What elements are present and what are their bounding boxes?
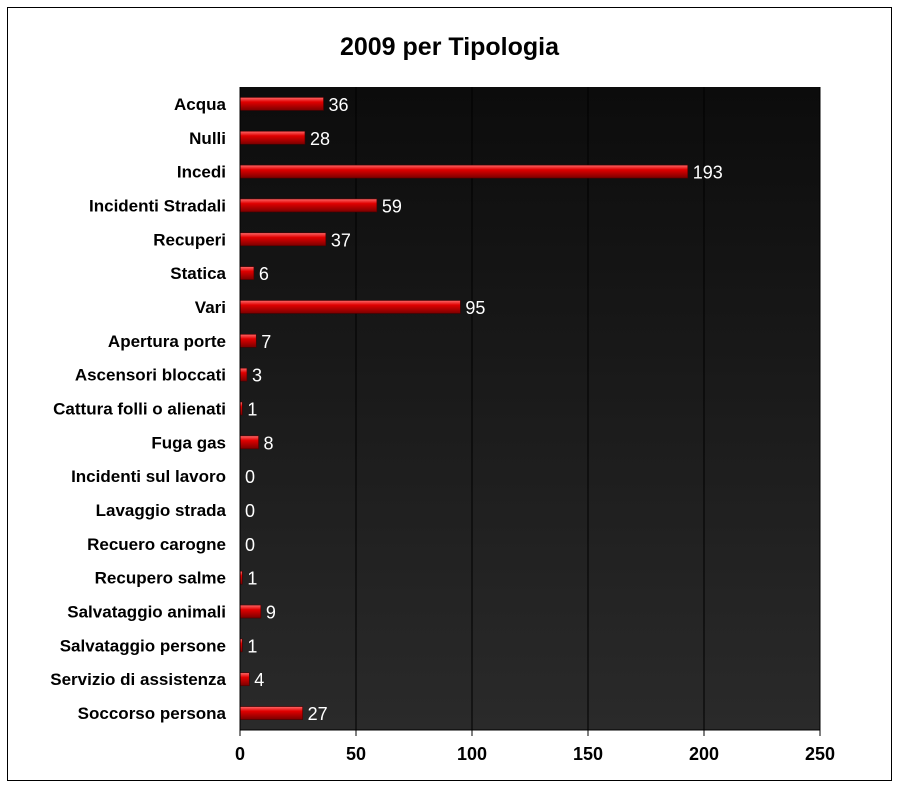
bar (239, 198, 378, 213)
bars (239, 97, 689, 720)
value-label: 7 (261, 332, 271, 352)
category-label: Fuga gas (151, 433, 226, 452)
x-tick-label: 50 (346, 744, 366, 764)
category-label: Servizio di assistenza (50, 670, 226, 689)
bar (239, 300, 461, 314)
x-tick-label: 100 (457, 744, 487, 764)
plot-area (240, 87, 820, 730)
category-labels: Acqua Nulli Incedi Incidenti Stradali Recupe… (50, 95, 226, 723)
value-label: 0 (245, 535, 255, 555)
chart-title: 2009 per Tipologia (339, 33, 560, 61)
category-label: Apertura porte (108, 332, 226, 351)
value-label: 28 (310, 129, 330, 149)
value-label: 37 (331, 230, 351, 250)
value-label: 27 (308, 704, 328, 724)
value-label: 59 (382, 196, 402, 216)
category-label: Salvataggio persone (60, 636, 226, 655)
value-label: 1 (247, 400, 257, 420)
bar (239, 435, 259, 450)
category-label: Incidenti sul lavoro (71, 467, 226, 486)
value-label: 95 (465, 298, 485, 318)
bar (239, 164, 689, 179)
category-label: Lavaggio strada (96, 501, 227, 520)
bar (239, 672, 250, 687)
category-label: Recuero carogne (87, 535, 226, 554)
value-label: 1 (247, 569, 257, 589)
x-axis: 0 50 100 150 200 250 (235, 87, 835, 764)
value-label: 6 (259, 264, 269, 284)
value-label: 0 (245, 501, 255, 521)
category-label: Cattura folli o alienati (53, 400, 226, 419)
value-label: 4 (254, 670, 264, 690)
category-label: Nulli (189, 129, 226, 148)
value-label: 9 (266, 603, 276, 623)
x-tick-label: 150 (573, 744, 603, 764)
value-label: 8 (264, 433, 274, 453)
gridlines (355, 87, 821, 730)
value-label: 1 (247, 636, 257, 656)
bar (239, 706, 303, 720)
bar (239, 266, 255, 280)
bar (239, 604, 262, 619)
value-label: 36 (329, 95, 349, 115)
category-label: Acqua (174, 95, 227, 114)
value-label: 193 (693, 163, 723, 183)
x-tick-label: 250 (805, 744, 835, 764)
category-label: Salvataggio animali (67, 603, 226, 622)
category-label: Statica (170, 264, 226, 283)
category-label: Recupero salme (95, 569, 226, 588)
x-tick-label: 200 (689, 744, 719, 764)
bar (239, 367, 248, 382)
category-label: Vari (195, 298, 226, 317)
category-label: Incedi (177, 163, 226, 182)
bar (239, 97, 324, 111)
bar (239, 334, 257, 348)
value-label: 0 (245, 467, 255, 487)
category-label: Incidenti Stradali (89, 196, 226, 215)
category-label: Ascensori bloccati (75, 366, 226, 385)
x-tick-label: 0 (235, 744, 245, 764)
bar (239, 130, 306, 145)
value-label: 3 (252, 366, 262, 386)
category-label: Soccorso persona (78, 704, 227, 723)
category-label: Recuperi (153, 230, 226, 249)
bar (239, 232, 327, 247)
